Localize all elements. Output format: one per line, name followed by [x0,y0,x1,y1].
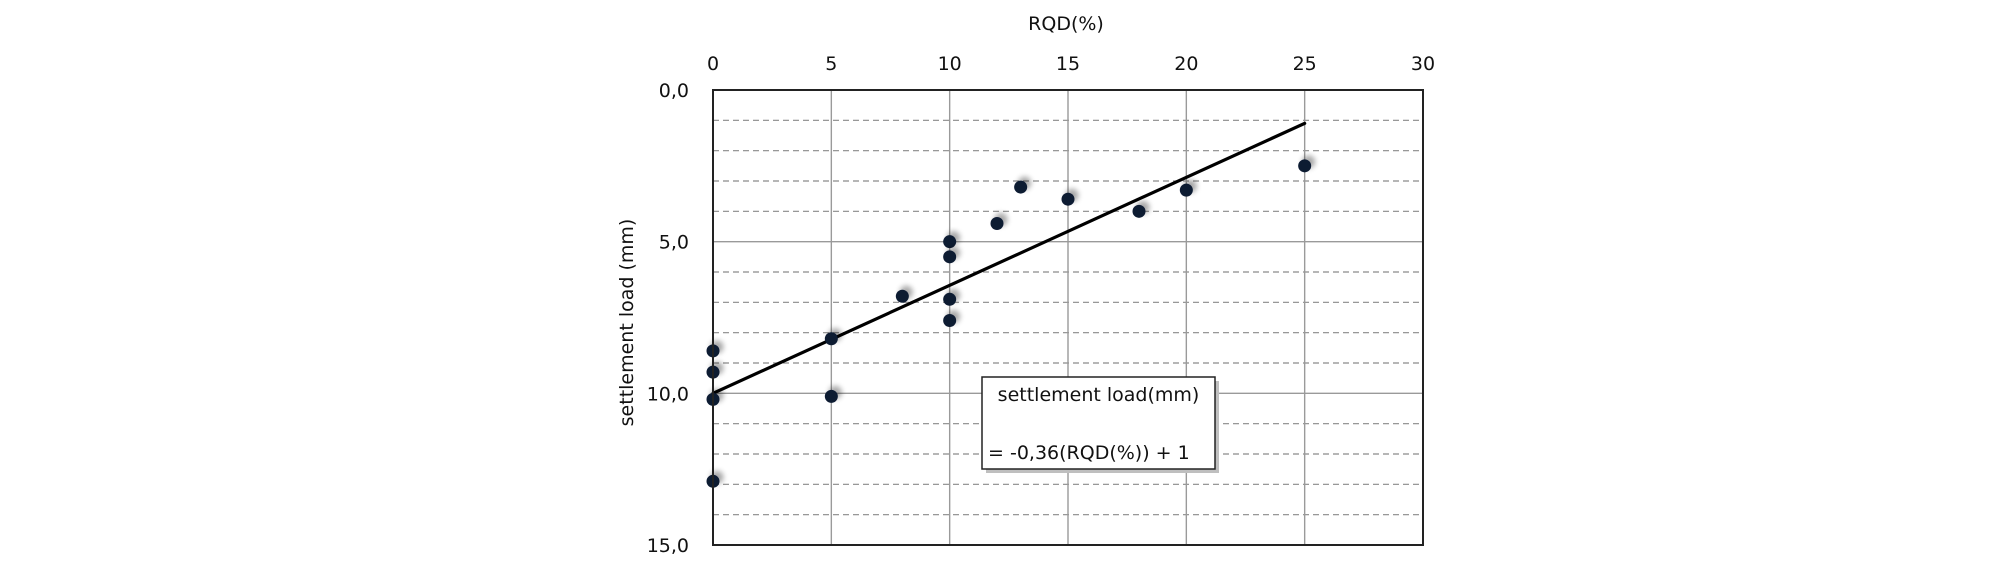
y-axis-title: settlement load (mm) [616,219,638,427]
data-point [943,250,957,264]
data-point [1014,180,1028,194]
data-point [824,389,838,403]
equation-line-1: settlement load(mm) [998,384,1200,406]
x-tick-label: 25 [1293,53,1317,75]
x-tick-label: 15 [1056,53,1080,75]
x-axis-title: RQD(%) [1028,13,1104,35]
trendline [711,121,1307,395]
plot-frame [712,89,1424,546]
points-layer [706,159,1312,488]
data-point [895,289,909,303]
y-tick-label: 5,0 [659,232,689,254]
data-point [943,235,957,249]
data-point [1061,192,1075,206]
x-tick-label: 10 [938,53,962,75]
data-point [1179,183,1193,197]
x-tick-label: 20 [1174,53,1198,75]
data-point [1298,159,1312,173]
x-tick-label: 0 [707,53,719,75]
data-point [943,314,957,328]
tick-labels: 0 5 10 15 20 25 30 0,0 5,0 10,0 15,0 [647,53,1435,557]
grid [713,90,1423,545]
data-point [824,332,838,346]
data-point [1132,204,1146,218]
equation-box: settlement load(mm) = -0,36(RQD(%)) + 1 [981,376,1219,473]
trendline-layer [711,121,1307,395]
equation-line-2: = -0,36(RQD(%)) + 1 [988,442,1190,464]
x-tick-label: 5 [825,53,837,75]
y-tick-label: 15,0 [647,535,689,557]
x-tick-label: 30 [1411,53,1435,75]
y-tick-label: 10,0 [647,383,689,405]
data-point [943,292,957,306]
data-point [990,216,1004,230]
equation-box-frame [981,376,1216,470]
y-tick-label: 0,0 [659,80,689,102]
